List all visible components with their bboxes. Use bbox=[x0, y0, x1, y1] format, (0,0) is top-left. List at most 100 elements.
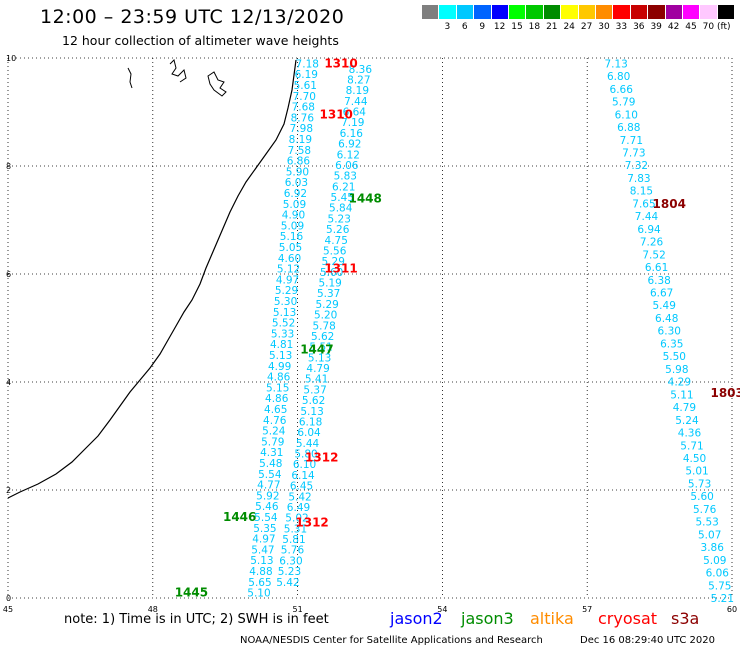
colorbar-label: 30 bbox=[598, 22, 610, 32]
wave-height-value: 7.68 bbox=[292, 102, 315, 114]
wave-height-value: 5.16 bbox=[280, 231, 304, 243]
wave-height-value: 4.77 bbox=[257, 480, 280, 492]
colorbar-swatch bbox=[474, 5, 492, 19]
wave-height-value: 7.73 bbox=[622, 148, 645, 160]
coastline bbox=[7, 59, 297, 499]
wave-height-value: 5.19 bbox=[318, 278, 341, 290]
wave-height-value: 5.10 bbox=[247, 588, 270, 600]
wave-height-value: 5.09 bbox=[283, 199, 306, 211]
wave-height-value: 5.54 bbox=[254, 512, 278, 524]
wave-height-value: 6.92 bbox=[284, 188, 307, 200]
wave-height-value: 5.15 bbox=[266, 382, 289, 394]
wave-height-value: 5.80 bbox=[294, 449, 317, 461]
colorbar-label: 33 bbox=[615, 22, 628, 32]
wave-height-value: 6.88 bbox=[617, 122, 640, 134]
wave-height-value: 5.23 bbox=[328, 213, 351, 225]
wave-height-value: 5.54 bbox=[258, 469, 282, 481]
wave-height-value: 7.32 bbox=[625, 160, 648, 172]
colorbar-unit-label: (ft) bbox=[717, 22, 731, 32]
wave-height-value: 5.46 bbox=[255, 501, 279, 513]
wave-height-value: 5.65 bbox=[248, 577, 271, 589]
colorbar-swatch bbox=[630, 5, 649, 19]
wave-height-value: 6.21 bbox=[332, 181, 355, 193]
wave-height-value: 6.18 bbox=[299, 416, 322, 428]
wave-height-value: 7.26 bbox=[640, 237, 664, 249]
x-tick-label: 45 bbox=[3, 605, 13, 614]
colorbar-label: 27 bbox=[580, 22, 593, 32]
wave-height-value: 7.65 bbox=[632, 198, 655, 210]
y-tick-label: 8 bbox=[6, 162, 11, 171]
wave-height-value: 8.27 bbox=[347, 74, 370, 86]
wave-height-value: 8.15 bbox=[630, 186, 653, 198]
island-coastline bbox=[127, 67, 133, 89]
colorbar-swatch bbox=[683, 5, 701, 19]
colorbar-label: 24 bbox=[563, 22, 575, 32]
colorbar-swatch bbox=[561, 5, 579, 19]
colorbar-swatch bbox=[509, 5, 527, 19]
pass-number-label: 1446 bbox=[223, 510, 256, 524]
wave-height-value: 4.29 bbox=[668, 377, 691, 389]
wave-height-value: 5.13 bbox=[250, 555, 273, 567]
wave-height-value: 5.41 bbox=[305, 374, 328, 386]
island-coastline bbox=[207, 71, 227, 97]
colorbar-swatch bbox=[456, 5, 475, 19]
wave-height-value: 6.80 bbox=[607, 71, 630, 83]
legend-item-s3a: s3a bbox=[671, 609, 700, 628]
colorbar-swatch bbox=[700, 5, 718, 19]
pass-number-label: 1310 bbox=[320, 108, 353, 122]
wave-height-value: 5.52 bbox=[272, 318, 295, 330]
wave-height-value: 6.16 bbox=[340, 128, 364, 140]
wave-height-value: 5.81 bbox=[282, 534, 305, 546]
y-tick-label: 2 bbox=[6, 486, 11, 495]
wave-height-value: 6.14 bbox=[291, 470, 315, 482]
wave-height-value: 7.83 bbox=[627, 173, 650, 185]
wave-height-value: 4.90 bbox=[282, 210, 305, 222]
colorbar-label: 12 bbox=[493, 22, 506, 32]
wave-height-value: 6.06 bbox=[335, 160, 359, 172]
wave-height-value: 5.73 bbox=[688, 478, 711, 490]
wave-height-value: 5.75 bbox=[708, 580, 731, 592]
wave-height-value: 5.21 bbox=[711, 593, 734, 605]
colorbar-swatch bbox=[665, 5, 683, 19]
colorbar-label: 18 bbox=[528, 22, 541, 32]
wave-height-value: 4.97 bbox=[252, 534, 275, 546]
wave-height-value: 8.36 bbox=[349, 64, 373, 76]
colorbar-swatch bbox=[578, 5, 596, 19]
legend-item-cryosat: cryosat bbox=[598, 609, 658, 628]
colorbar-swatch bbox=[648, 5, 666, 19]
wave-height-value: 4.97 bbox=[276, 274, 299, 286]
wave-height-value: 4.65 bbox=[264, 404, 287, 416]
colorbar-swatch bbox=[422, 5, 440, 19]
wave-height-value: 6.12 bbox=[337, 149, 360, 161]
wave-height-value: 5.83 bbox=[334, 171, 357, 183]
wave-height-value: 5.51 bbox=[309, 342, 332, 354]
x-tick-label: 48 bbox=[148, 605, 158, 614]
wave-height-value: 5.24 bbox=[675, 415, 699, 427]
wave-height-value: 4.86 bbox=[267, 372, 291, 384]
y-tick-label: 6 bbox=[6, 270, 11, 279]
colorbar-label: 36 bbox=[633, 22, 645, 32]
wave-height-value: 5.56 bbox=[323, 245, 347, 257]
wave-height-value: 6.67 bbox=[650, 288, 673, 300]
wave-height-value: 6.38 bbox=[647, 275, 670, 287]
wave-height-value: 6.30 bbox=[279, 555, 302, 567]
wave-height-value: 5.12 bbox=[277, 264, 300, 276]
wave-height-value: 7.44 bbox=[344, 96, 368, 108]
y-tick-label: 0 bbox=[6, 594, 11, 603]
colorbar-swatch bbox=[543, 5, 562, 19]
track-values: 7.186.195.617.707.688.767.988.197.586.86… bbox=[247, 58, 734, 605]
wave-height-value: 5.44 bbox=[296, 438, 320, 450]
wave-height-value: 6.86 bbox=[287, 156, 311, 168]
wave-height-value: 5.78 bbox=[312, 320, 335, 332]
footer-credit: NOAA/NESDIS Center for Satellite Applica… bbox=[240, 635, 543, 646]
colorbar-label: 3 bbox=[444, 22, 451, 32]
wave-height-value: 5.13 bbox=[308, 352, 331, 364]
pass-number-label: 1445 bbox=[175, 586, 208, 600]
wave-height-value: 5.01 bbox=[685, 466, 708, 478]
wave-height-value: 8.19 bbox=[346, 85, 369, 97]
wave-height-value: 4.99 bbox=[268, 361, 291, 373]
pass-number-label: 1310 bbox=[324, 56, 357, 70]
colorbar-swatch bbox=[439, 5, 457, 19]
wave-height-value: 5.29 bbox=[322, 256, 345, 268]
colorbar-label: 21 bbox=[546, 22, 558, 32]
